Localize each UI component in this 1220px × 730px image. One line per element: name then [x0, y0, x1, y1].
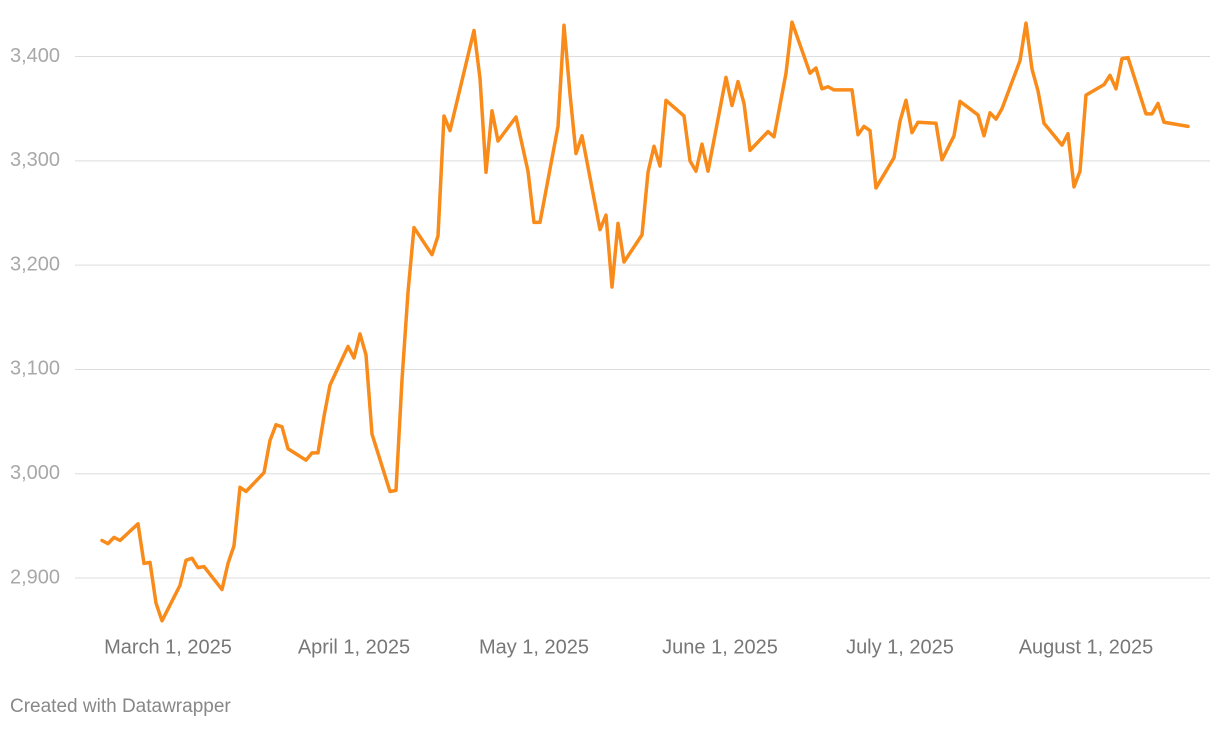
y-tick-label: 3,400: [10, 45, 60, 67]
x-tick-label: April 1, 2025: [298, 636, 410, 658]
y-tick-label: 2,900: [10, 566, 60, 588]
line-series: [100, 20, 1190, 623]
x-tick-label: March 1, 2025: [104, 636, 232, 658]
x-tick-label: June 1, 2025: [662, 636, 778, 658]
y-tick-label: 3,200: [10, 253, 60, 275]
y-tick-label: 3,100: [10, 358, 60, 380]
x-tick-label: August 1, 2025: [1019, 636, 1154, 658]
y-tick-label: 3,000: [10, 462, 60, 484]
footer: Created with Datawrapper: [10, 696, 231, 717]
x-tick-label: May 1, 2025: [479, 636, 589, 658]
x-tick-label: July 1, 2025: [846, 636, 954, 658]
y-tick-label: 3,300: [10, 149, 60, 171]
